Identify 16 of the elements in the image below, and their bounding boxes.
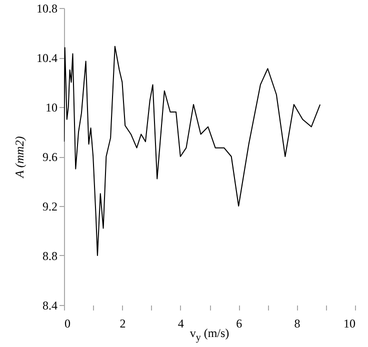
- y-axis-title: A (mm2): [12, 136, 26, 179]
- x-tick-label: 0: [64, 316, 70, 330]
- y-tick-label: 8.4: [42, 298, 58, 312]
- x-axis-title: v$_{y}$ (m/s): [190, 326, 230, 344]
- x-tick-label: 2: [120, 316, 126, 330]
- y-tick-label: 10: [46, 100, 58, 114]
- y-tick-label: 9.6: [42, 150, 58, 164]
- y-tick-label: 10.8: [36, 2, 58, 16]
- line-series: [64, 46, 321, 256]
- x-tick-label: 10: [344, 316, 356, 330]
- x-tick-label: 6: [236, 316, 242, 330]
- x-tick-label: 8: [294, 316, 300, 330]
- x-tick-label: 4: [178, 316, 184, 330]
- y-tick-label: 9.2: [42, 200, 58, 214]
- y-tick-label: 8.8: [42, 249, 58, 263]
- y-tick-label: 10.4: [36, 51, 58, 65]
